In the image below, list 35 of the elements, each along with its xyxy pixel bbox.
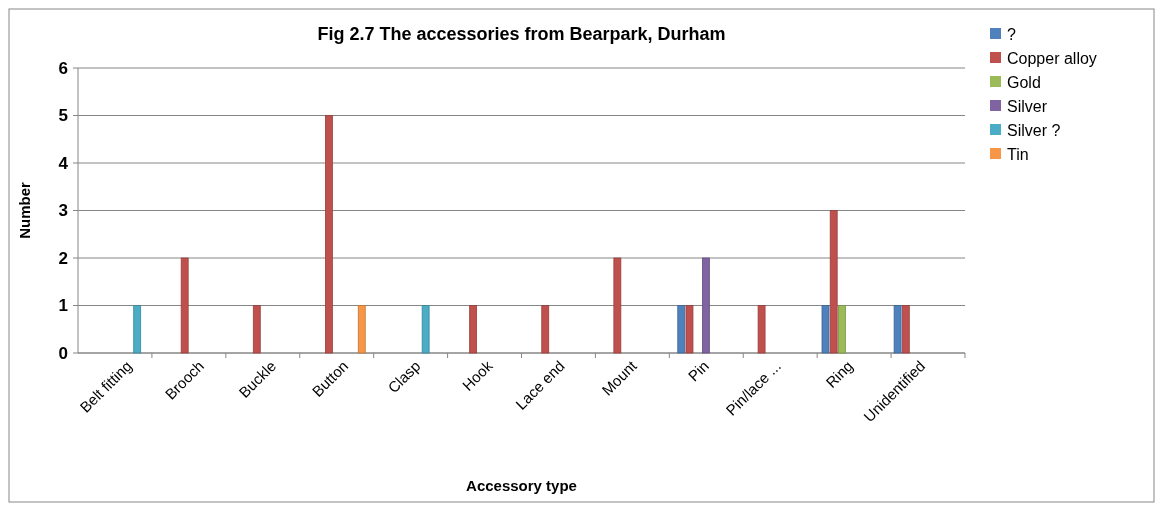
legend-label: Tin	[1007, 145, 1029, 163]
y-tick-label: 6	[58, 58, 68, 78]
bar	[469, 305, 478, 354]
y-tick-label: 1	[58, 296, 68, 316]
bar	[421, 305, 430, 354]
y-tick-label: 5	[58, 106, 68, 126]
bar	[180, 257, 189, 354]
x-tick-label: Pin	[684, 357, 712, 385]
bar	[821, 305, 830, 354]
y-tick-label: 4	[58, 153, 69, 173]
bar	[677, 305, 686, 354]
y-tick-label: 3	[58, 201, 68, 221]
legend-label: Silver ?	[1007, 121, 1061, 139]
legend-label: ?	[1007, 25, 1016, 43]
bar	[685, 305, 694, 354]
bar	[829, 210, 838, 354]
bar	[252, 305, 261, 354]
bar	[757, 305, 766, 354]
bar	[893, 305, 902, 354]
y-axis-title: Number	[16, 182, 33, 239]
bar	[325, 115, 333, 354]
x-axis-title: Accessory type	[466, 477, 577, 494]
bar	[541, 305, 550, 354]
bar	[613, 257, 622, 354]
chart-title: Fig 2.7 The accessories from Bearpark, Durham	[317, 24, 726, 44]
bar	[133, 305, 142, 354]
y-tick-label: 2	[58, 248, 68, 268]
legend-label: Copper alloy	[1007, 49, 1097, 67]
bar	[357, 305, 366, 354]
bar	[838, 305, 846, 354]
legend-label: Silver	[1007, 97, 1048, 115]
y-tick-label: 0	[58, 343, 68, 363]
bar	[901, 305, 910, 354]
legend-label: Gold	[1007, 73, 1041, 91]
bar	[702, 257, 710, 354]
